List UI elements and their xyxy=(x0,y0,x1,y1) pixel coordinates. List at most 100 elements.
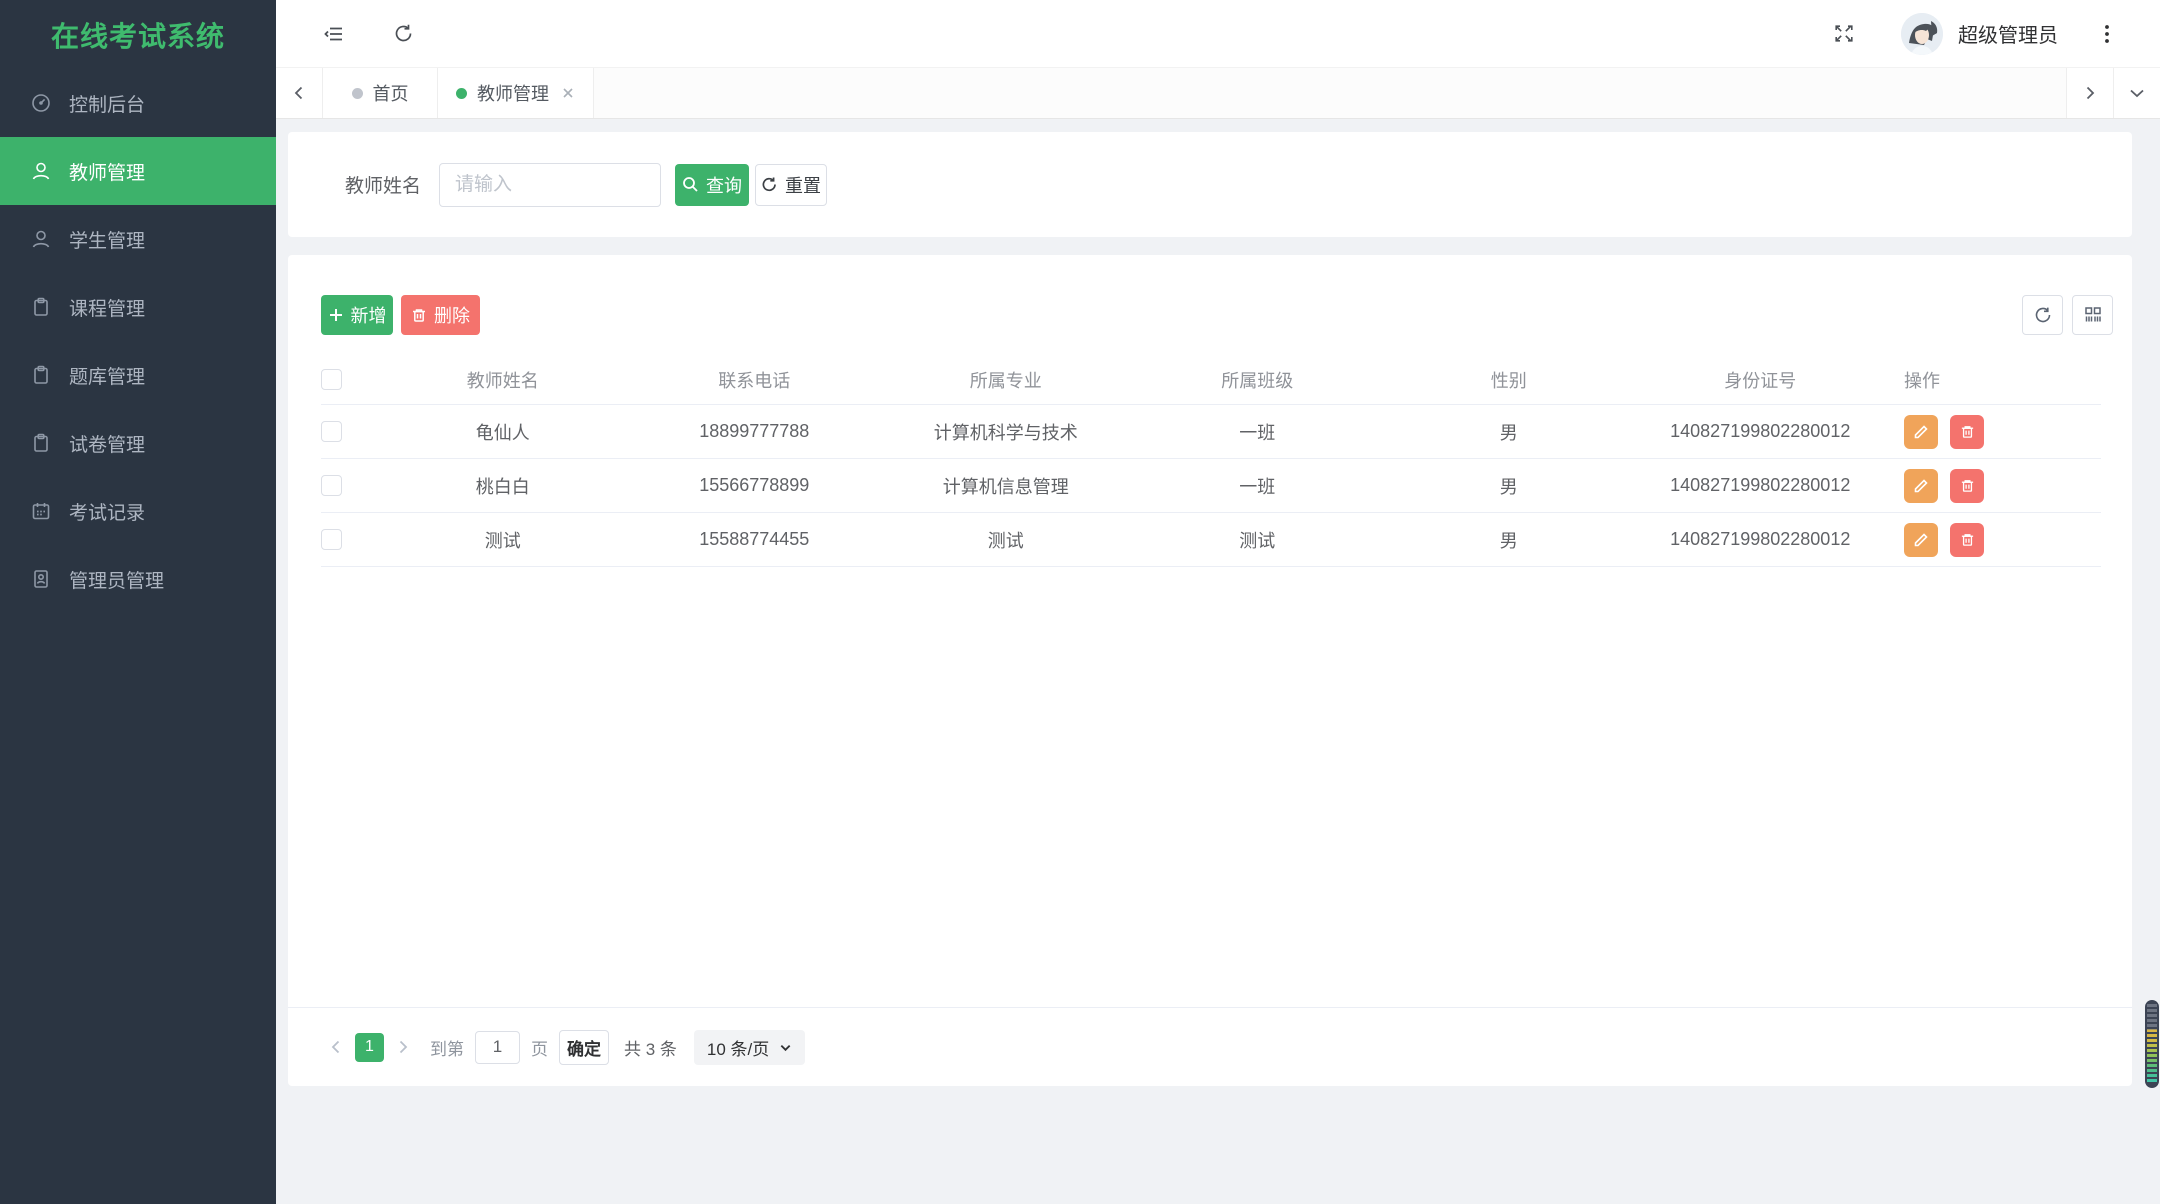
cell-class: 一班 xyxy=(1239,422,1276,443)
cell-id-card: 140827199802280012 xyxy=(1670,529,1851,549)
column-settings-icon[interactable] xyxy=(2072,295,2113,335)
prev-page-icon[interactable] xyxy=(328,1039,344,1055)
tab-teacher-management[interactable]: 教师管理 xyxy=(438,68,594,118)
sidebar-item-teachers[interactable]: 教师管理 xyxy=(0,137,276,205)
delete-button-label: 删除 xyxy=(434,306,470,326)
sidebar-fold-icon[interactable] xyxy=(323,22,347,46)
row-checkbox[interactable] xyxy=(321,529,342,550)
column-header: 身份证号 xyxy=(1724,370,1797,391)
user-name[interactable]: 超级管理员 xyxy=(1958,25,2058,47)
table-row: 桃白白 15566778899 计算机信息管理 一班 男 14082719980… xyxy=(321,459,2101,513)
row-delete-button[interactable] xyxy=(1950,468,1984,503)
table-panel: 新增 删除 xyxy=(288,255,2132,1086)
column-header: 联系电话 xyxy=(718,370,791,391)
teachers-table: 教师姓名 联系电话 所属专业 所属班级 性别 身份证号 操作 龟仙人 18899… xyxy=(321,355,2101,567)
cell-phone: 15566778899 xyxy=(699,475,810,495)
kebab-menu-icon[interactable] xyxy=(2104,22,2110,46)
sidebar-item-label: 控制后台 xyxy=(69,94,146,116)
fullscreen-icon[interactable] xyxy=(1832,22,1855,45)
sidebar-item-exam-papers[interactable]: 试卷管理 xyxy=(0,409,276,477)
sidebar-item-label: 学生管理 xyxy=(69,230,146,252)
page-refresh-icon[interactable] xyxy=(392,22,415,45)
reset-button-label: 重置 xyxy=(785,175,822,196)
search-icon xyxy=(682,176,699,193)
cell-id-card: 140827199802280012 xyxy=(1670,421,1851,441)
cell-class: 一班 xyxy=(1239,476,1276,497)
teacher-name-input[interactable] xyxy=(439,162,662,207)
tabbar-filler xyxy=(594,68,2066,118)
exam-record-icon xyxy=(30,500,52,522)
row-checkbox[interactable] xyxy=(321,475,342,496)
add-button-label: 新增 xyxy=(350,306,387,326)
page-number-button[interactable]: 1 xyxy=(355,1032,384,1062)
column-header: 操作 xyxy=(1904,370,1940,391)
sidebar-item-label: 试卷管理 xyxy=(69,434,146,456)
sidebar-item-dashboard[interactable]: 控制后台 xyxy=(0,69,276,137)
select-all-checkbox[interactable] xyxy=(321,369,342,390)
avatar[interactable] xyxy=(1901,12,1943,55)
table-row: 龟仙人 18899777788 计算机科学与技术 一班 男 1408271998… xyxy=(321,405,2101,459)
cell-gender: 男 xyxy=(1499,530,1518,551)
cell-major: 计算机信息管理 xyxy=(942,476,1069,497)
cell-phone: 15588774455 xyxy=(699,529,810,549)
goto-page-input[interactable] xyxy=(475,1030,520,1064)
sidebar-item-students[interactable]: 学生管理 xyxy=(0,205,276,273)
row-delete-button[interactable] xyxy=(1950,522,1984,557)
trash-icon xyxy=(411,307,427,323)
edit-button[interactable] xyxy=(1904,522,1938,557)
table-refresh-icon[interactable] xyxy=(2022,295,2063,335)
column-header: 所属班级 xyxy=(1221,370,1294,391)
column-header: 所属专业 xyxy=(969,370,1042,391)
tabs-scroll-left-icon[interactable] xyxy=(276,68,323,118)
tab-status-dot xyxy=(456,87,467,99)
add-button[interactable]: 新增 xyxy=(321,295,393,335)
cell-teacher-name: 桃白白 xyxy=(475,476,530,497)
sidebar-item-label: 教师管理 xyxy=(69,162,146,184)
sidebar-item-courses[interactable]: 课程管理 xyxy=(0,273,276,341)
table-row: 测试 15588774455 测试 测试 男 14082719980228001… xyxy=(321,513,2101,567)
tabs-menu-icon[interactable] xyxy=(2113,68,2160,118)
confirm-page-button[interactable]: 确定 xyxy=(559,1029,609,1065)
dashboard-icon xyxy=(30,92,52,114)
tab-home[interactable]: 首页 xyxy=(323,68,438,118)
app-title: 在线考试系统 xyxy=(50,20,225,52)
reset-button[interactable]: 重置 xyxy=(755,163,828,206)
sidebar-item-exam-records[interactable]: 考试记录 xyxy=(0,477,276,545)
tabs-scroll-right-icon[interactable] xyxy=(2066,68,2113,118)
edit-button[interactable] xyxy=(1904,414,1938,449)
query-button[interactable]: 查询 xyxy=(675,163,750,206)
pagination-divider xyxy=(288,1007,2132,1008)
scrollbar-thumb[interactable] xyxy=(2145,1000,2159,1088)
tab-label: 教师管理 xyxy=(477,84,549,104)
tab-close-icon[interactable] xyxy=(561,86,575,100)
toolbar-right-group xyxy=(2022,295,2113,335)
sidebar-menu: 控制后台 教师管理 学生管理 课程管理 xyxy=(0,69,276,613)
sidebar-item-label: 考试记录 xyxy=(69,502,146,524)
scrollbar-minimap-stripes xyxy=(2147,1004,2157,1084)
sidebar-item-label: 课程管理 xyxy=(69,298,146,320)
cell-class: 测试 xyxy=(1239,530,1276,551)
sidebar-item-label: 题库管理 xyxy=(69,366,146,388)
table-toolbar: 新增 删除 xyxy=(321,295,2113,335)
cell-phone: 18899777788 xyxy=(699,421,810,441)
sidebar-item-question-bank[interactable]: 题库管理 xyxy=(0,341,276,409)
edit-button[interactable] xyxy=(1904,468,1938,503)
chevron-down-icon xyxy=(779,1041,792,1054)
main-content: 教师姓名 查询 重置 新增 xyxy=(276,120,2160,1204)
teacher-icon xyxy=(30,160,52,182)
goto-label: 到第 xyxy=(430,1039,464,1059)
header-right-group: 超级管理员 xyxy=(1832,12,2160,55)
next-page-icon[interactable] xyxy=(395,1039,411,1055)
page-size-select[interactable]: 10 条/页 xyxy=(693,1029,806,1065)
cell-major: 计算机科学与技术 xyxy=(933,422,1078,443)
column-header: 教师姓名 xyxy=(466,370,539,391)
row-checkbox[interactable] xyxy=(321,421,342,442)
sidebar-item-admins[interactable]: 管理员管理 xyxy=(0,545,276,613)
course-icon xyxy=(30,296,52,318)
exam-paper-icon xyxy=(30,432,52,454)
tab-status-dot xyxy=(351,87,363,99)
question-bank-icon xyxy=(30,364,52,386)
row-delete-button[interactable] xyxy=(1950,414,1984,449)
cell-gender: 男 xyxy=(1499,476,1518,497)
delete-button[interactable]: 删除 xyxy=(401,295,480,335)
